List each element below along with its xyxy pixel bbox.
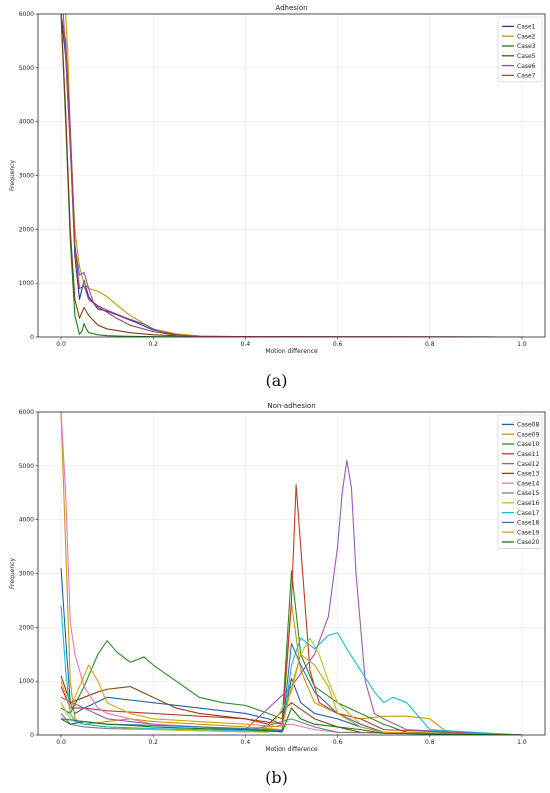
x-tick-label: 0.0: [56, 341, 66, 348]
figure-caption: (b): [265, 768, 288, 787]
figure-caption: (a): [265, 371, 287, 390]
legend-entry: Case16: [517, 500, 540, 507]
y-tick-label: 2000: [19, 226, 34, 233]
series-line-case10: [60, 570, 522, 735]
legend-entry: Case14: [517, 480, 540, 487]
y-tick-label: 5000: [19, 463, 34, 470]
x-tick-label: 0.4: [241, 739, 251, 746]
legend-entry: Case20: [517, 539, 540, 546]
legend-entry: Case3: [517, 43, 536, 50]
legend-entry: Case08: [517, 422, 540, 429]
y-tick-label: 2000: [19, 624, 34, 631]
legend-entry: Case18: [517, 520, 540, 527]
x-tick-label: 0.2: [148, 341, 158, 348]
y-tick-label: 5000: [19, 65, 34, 72]
y-axis-label: Frequency: [9, 558, 16, 589]
x-tick-label: 0.4: [241, 341, 251, 348]
y-tick-label: 1000: [19, 280, 34, 287]
series-line-case7: [60, 14, 522, 337]
series-line-case20: [60, 707, 522, 735]
series-line-case14: [60, 412, 522, 735]
legend: Case1 Case2 Case3 Case5 Case6 Case7: [497, 16, 543, 83]
y-tick-label: 3000: [19, 571, 34, 578]
series-line-case11: [60, 484, 522, 735]
chart-title: Non-adhesion: [267, 402, 315, 410]
y-tick-label: 0: [30, 334, 34, 341]
legend: Case08 Case09 Case10 Case11 Case12 Case13 Case…: [497, 414, 543, 549]
legend-entry: Case6: [517, 63, 536, 70]
x-tick-label: 1.0: [517, 739, 527, 746]
legend-entry: Case5: [517, 53, 536, 60]
x-tick-label: 0.0: [56, 739, 66, 746]
series-line-case08: [60, 568, 522, 735]
x-tick-label: 1.0: [517, 341, 527, 348]
legend-entry: Case17: [517, 510, 540, 517]
x-axis-label: Motion difference: [265, 746, 318, 753]
x-tick-label: 0.8: [425, 341, 435, 348]
legend-entry: Case11: [517, 451, 540, 458]
x-tick-label: 0.6: [333, 739, 343, 746]
y-tick-label: 3000: [19, 173, 34, 180]
x-axis-label: Motion difference: [265, 348, 318, 355]
series-line-case17: [60, 605, 522, 735]
series-line-case13: [60, 675, 522, 735]
legend-entry: Case09: [517, 431, 540, 438]
legend-entry: Case19: [517, 529, 540, 536]
legend-box: [497, 414, 543, 549]
chart-title: Adhesion: [275, 4, 307, 12]
y-axis-label: Frequency: [9, 160, 16, 191]
y-tick-label: 6000: [19, 409, 34, 416]
series-line-case19: [60, 653, 522, 735]
legend-entry: Case2: [517, 33, 536, 40]
y-tick-label: 0: [30, 732, 34, 739]
x-tick-label: 0.6: [333, 341, 343, 348]
legend-entry: Case7: [517, 73, 536, 80]
y-tick-label: 1000: [19, 678, 34, 685]
chart-2: 0.0 0.2 0.4 0.6 0.8 1.0 0 1000 2000 3000 4000 5000 6…: [9, 402, 546, 787]
chart-1: 0.0 0.2 0.4 0.6 0.8 1.0 0 1000 2000 3000 4000 5000 6…: [9, 4, 546, 390]
legend-entry: Case10: [517, 441, 540, 448]
legend-entry: Case13: [517, 471, 540, 478]
y-tick-label: 6000: [19, 11, 34, 18]
y-tick-label: 4000: [19, 517, 34, 524]
x-tick-label: 0.2: [148, 739, 158, 746]
legend-entry: Case1: [517, 24, 536, 31]
legend-entry: Case15: [517, 490, 540, 497]
legend-entry: Case12: [517, 461, 540, 468]
y-tick-label: 4000: [19, 119, 34, 126]
x-tick-label: 0.8: [425, 739, 435, 746]
